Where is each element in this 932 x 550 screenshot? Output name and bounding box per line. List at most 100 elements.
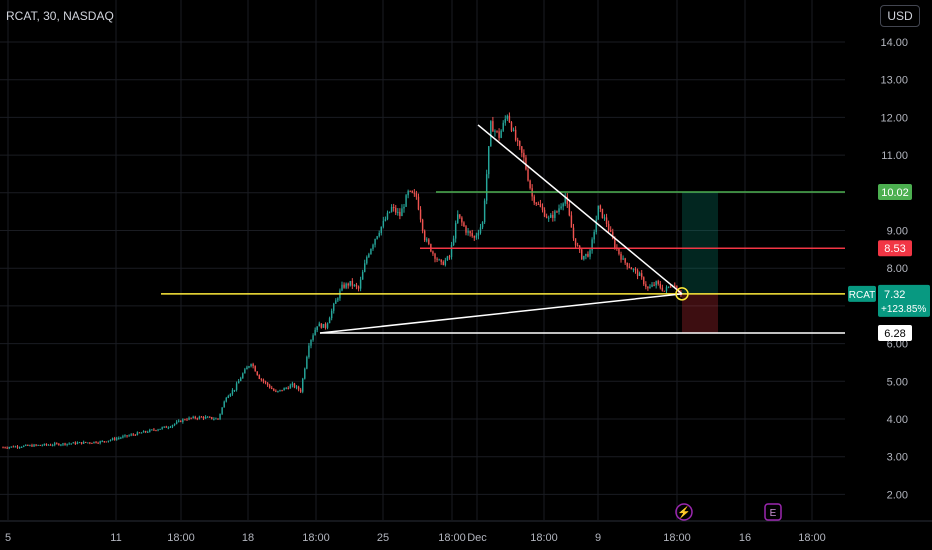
candle — [359, 279, 362, 289]
candle — [547, 217, 550, 219]
candle — [320, 323, 323, 328]
candle — [463, 222, 465, 227]
candle — [514, 129, 517, 141]
candle — [494, 130, 496, 132]
candle — [446, 256, 449, 261]
candle — [347, 283, 349, 286]
candle — [66, 443, 68, 445]
candle — [200, 416, 203, 418]
candle — [225, 397, 227, 402]
candle — [411, 190, 413, 193]
candle — [120, 437, 122, 439]
x-tick-label: 18:00 — [530, 532, 558, 544]
candle — [628, 266, 631, 268]
candle — [403, 206, 405, 209]
candle — [39, 444, 41, 446]
candle — [14, 446, 17, 448]
candle — [134, 434, 137, 436]
candle — [357, 286, 360, 289]
candle — [103, 441, 106, 443]
candle — [562, 203, 564, 207]
candle — [353, 284, 356, 286]
y-tick-label: 2.00 — [887, 489, 908, 501]
x-tick-label: 11 — [110, 532, 121, 544]
candle — [337, 298, 339, 301]
candle — [180, 420, 182, 422]
candle — [184, 419, 186, 421]
candle — [132, 434, 134, 436]
candle — [388, 211, 391, 213]
candle — [510, 122, 513, 131]
candle — [72, 442, 75, 444]
candle — [477, 232, 480, 236]
y-tick-label: 12.00 — [880, 112, 908, 124]
candle — [126, 435, 128, 437]
candle — [45, 443, 48, 445]
candle — [314, 329, 316, 336]
target-price-tag-bg — [878, 184, 912, 201]
candle — [556, 211, 558, 213]
candle — [657, 281, 659, 284]
candle — [159, 428, 161, 430]
candle — [537, 203, 540, 205]
symbol-title: RCAT, 30, NASDAQ — [6, 9, 114, 23]
candle — [384, 219, 387, 221]
candle — [333, 303, 335, 311]
currency-button[interactable]: USD — [880, 5, 920, 27]
candle — [380, 226, 382, 233]
candle — [208, 416, 211, 418]
candle — [361, 271, 364, 280]
candle — [454, 223, 457, 239]
candle — [597, 205, 600, 220]
candle — [283, 388, 285, 391]
candle — [169, 426, 172, 428]
candle — [564, 196, 566, 204]
candle — [157, 429, 159, 431]
candle — [461, 217, 463, 223]
candle — [643, 277, 645, 285]
candle — [128, 435, 130, 437]
candle — [545, 216, 548, 218]
candle — [68, 443, 70, 445]
candle — [115, 438, 118, 440]
candle — [655, 281, 657, 286]
candle — [89, 442, 91, 444]
candle — [138, 432, 141, 434]
candle — [502, 122, 504, 131]
candle — [368, 254, 370, 258]
earnings-letter: E — [770, 508, 777, 519]
candle — [142, 431, 145, 433]
lightning-icon: ⚡ — [677, 506, 691, 519]
candle — [235, 383, 238, 390]
candle — [250, 364, 252, 367]
earnings-event-icon — [764, 503, 782, 521]
candle — [163, 426, 165, 428]
candle — [519, 140, 521, 147]
candle — [58, 443, 60, 446]
candle — [436, 258, 438, 260]
candle — [335, 300, 337, 304]
last-price-badge-bg — [878, 284, 930, 317]
candle — [227, 396, 230, 398]
resistance-price-tag-bg — [878, 240, 912, 257]
candle — [417, 196, 420, 210]
candle — [124, 435, 126, 437]
candle — [202, 416, 205, 419]
candle — [111, 438, 114, 440]
candle — [256, 371, 258, 376]
candle — [231, 390, 234, 394]
candle — [287, 387, 289, 389]
candle — [399, 211, 401, 217]
candle — [167, 427, 170, 429]
candle — [554, 211, 556, 218]
candle — [18, 447, 21, 449]
candle — [113, 438, 116, 440]
candle — [213, 418, 215, 420]
candle — [624, 258, 626, 263]
candle — [285, 387, 287, 389]
candle — [473, 236, 476, 238]
candle — [583, 255, 585, 260]
y-tick-label: 3.00 — [887, 452, 908, 464]
candle — [471, 233, 473, 237]
